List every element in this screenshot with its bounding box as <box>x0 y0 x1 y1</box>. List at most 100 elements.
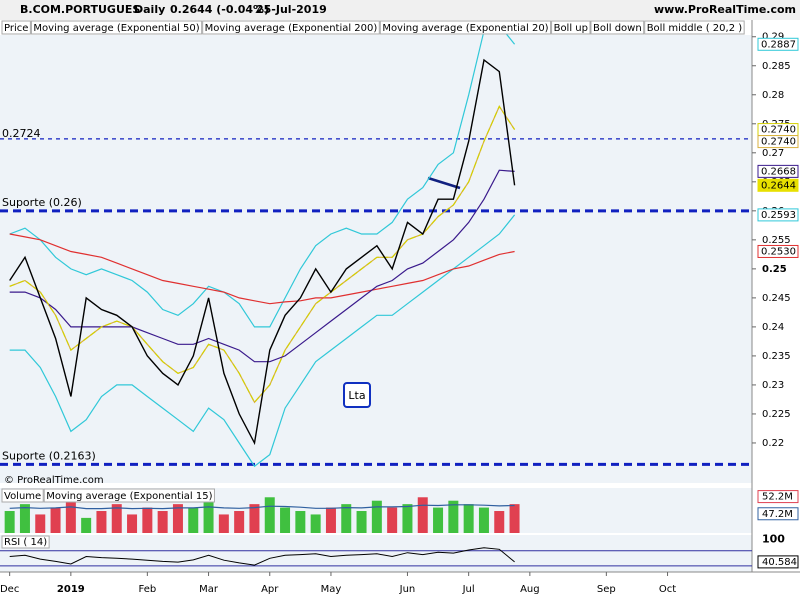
volume-bar <box>310 514 321 533</box>
y-tick-label: 0.25 <box>762 264 787 275</box>
volume-bar <box>280 507 291 533</box>
x-tick-label: Sep <box>597 584 616 595</box>
volume-bar <box>203 500 214 533</box>
legend-label: Price <box>4 23 28 34</box>
x-tick-label: Feb <box>138 584 156 595</box>
volume-bar <box>65 500 76 533</box>
legend-item: Price <box>1 20 31 35</box>
series-line <box>9 169 515 363</box>
quote: 0.2644 (-0.04%) <box>170 3 269 16</box>
legend-label: Boll up <box>554 23 588 34</box>
price-tag-label: 0.2644 <box>761 180 796 191</box>
legend-label: Moving average (Exponential 200) <box>205 23 378 34</box>
volume-bar <box>218 514 229 533</box>
volume-tag-label: 52.2M <box>762 492 793 503</box>
volume-bar <box>157 511 168 533</box>
legend-item: Boll middle ( 20,2 ) <box>644 20 745 35</box>
legend-label: Moving average (Exponential 50) <box>33 23 199 34</box>
volume-bar <box>50 507 61 533</box>
price-tag-label: 0.2740 <box>761 125 796 136</box>
price-panel <box>0 35 752 483</box>
y-tick-label: 0.235 <box>762 351 791 362</box>
volume-bar <box>417 497 428 533</box>
volume-ema <box>9 504 515 510</box>
series-line <box>9 58 516 446</box>
header: B.COM.PORTUGUES Daily 0.2644 (-0.04%) 25… <box>20 3 796 16</box>
volume-bar <box>463 504 474 533</box>
y-tick-label: 0.245 <box>762 293 791 304</box>
volume-bar <box>4 511 15 533</box>
legend-label: RSI ( 14) <box>4 537 47 548</box>
y-tick-label: 0.285 <box>762 61 791 72</box>
legend-label: Moving average (Exponential 15) <box>46 491 212 502</box>
y-tick-label: 0.255 <box>762 235 791 246</box>
x-tick-label: Dec <box>0 584 19 595</box>
legend-label: Boll down <box>593 23 642 34</box>
legend-item: Boll down <box>590 20 645 35</box>
legend-box <box>202 20 380 35</box>
rsi-line <box>9 547 515 566</box>
volume-bar <box>325 507 336 533</box>
legend-box <box>644 20 745 35</box>
volume-bar <box>35 514 46 533</box>
volume-bar <box>433 507 444 533</box>
legend-label: Volume <box>4 491 41 502</box>
x-tick-label: Apr <box>261 584 279 595</box>
legend-item: Moving average (Exponential 200) <box>202 20 380 35</box>
legend-box <box>30 20 203 35</box>
date: 25-Jul-2019 <box>256 3 327 16</box>
rsi-tag-label: 100 <box>762 532 785 545</box>
trend-line <box>427 176 461 190</box>
legend-box <box>1 20 31 35</box>
volume-bar <box>387 507 398 533</box>
header-bar <box>0 0 800 20</box>
price-tag-label: 0.2530 <box>761 246 796 257</box>
price-tag-label: 0.2887 <box>761 39 796 50</box>
volume-bar <box>478 507 489 533</box>
volume-bar <box>295 511 306 533</box>
x-tick-label: 2019 <box>57 584 85 595</box>
copyright: © ProRealTime.com <box>4 475 104 486</box>
price-tag <box>757 178 799 192</box>
price-tag <box>757 37 799 51</box>
annotation: Lta <box>348 389 365 402</box>
legend-box <box>1 488 44 503</box>
volume-bar <box>96 511 107 533</box>
legend-item: Moving average (Exponential 50) <box>30 20 203 35</box>
rsi-tag-label: 40.584 <box>762 557 797 568</box>
volume-bar <box>249 504 260 533</box>
price-tag <box>757 208 799 222</box>
volume-bar <box>234 511 245 533</box>
volume-bar <box>81 517 92 533</box>
series-line <box>9 233 515 305</box>
volume-bar <box>356 511 367 533</box>
legend-box <box>379 20 552 35</box>
symbol: B.COM.PORTUGUES <box>20 3 140 16</box>
price-tag <box>757 244 799 258</box>
volume-bar <box>264 497 275 533</box>
x-tick-label: Mar <box>199 584 219 595</box>
y-tick-label: 0.225 <box>762 409 791 420</box>
y-tick-label: 0.29 <box>762 32 784 43</box>
legend-item: Moving average (Exponential 20) <box>379 20 552 35</box>
x-tick-label: Jul <box>462 584 475 595</box>
legend-box <box>590 20 645 35</box>
legend-box <box>43 488 215 503</box>
volume-bar <box>19 504 30 533</box>
y-tick-label: 0.22 <box>762 438 784 449</box>
volume-bar <box>127 514 138 533</box>
rsi-tag <box>757 555 799 569</box>
annotation-box <box>343 382 371 408</box>
volume-bar <box>142 507 153 533</box>
price-tag <box>757 135 799 149</box>
site: www.ProRealTime.com <box>654 3 796 16</box>
volume-bar <box>341 504 352 533</box>
volume-tag-label: 47.2M <box>762 509 793 520</box>
series-line <box>9 214 516 468</box>
volume-bar <box>371 500 382 533</box>
level-label: Suporte (0.2163) <box>2 449 96 462</box>
level-label: Suporte (0.26) <box>2 196 82 209</box>
series-line <box>9 24 516 328</box>
legend-box <box>551 20 591 35</box>
